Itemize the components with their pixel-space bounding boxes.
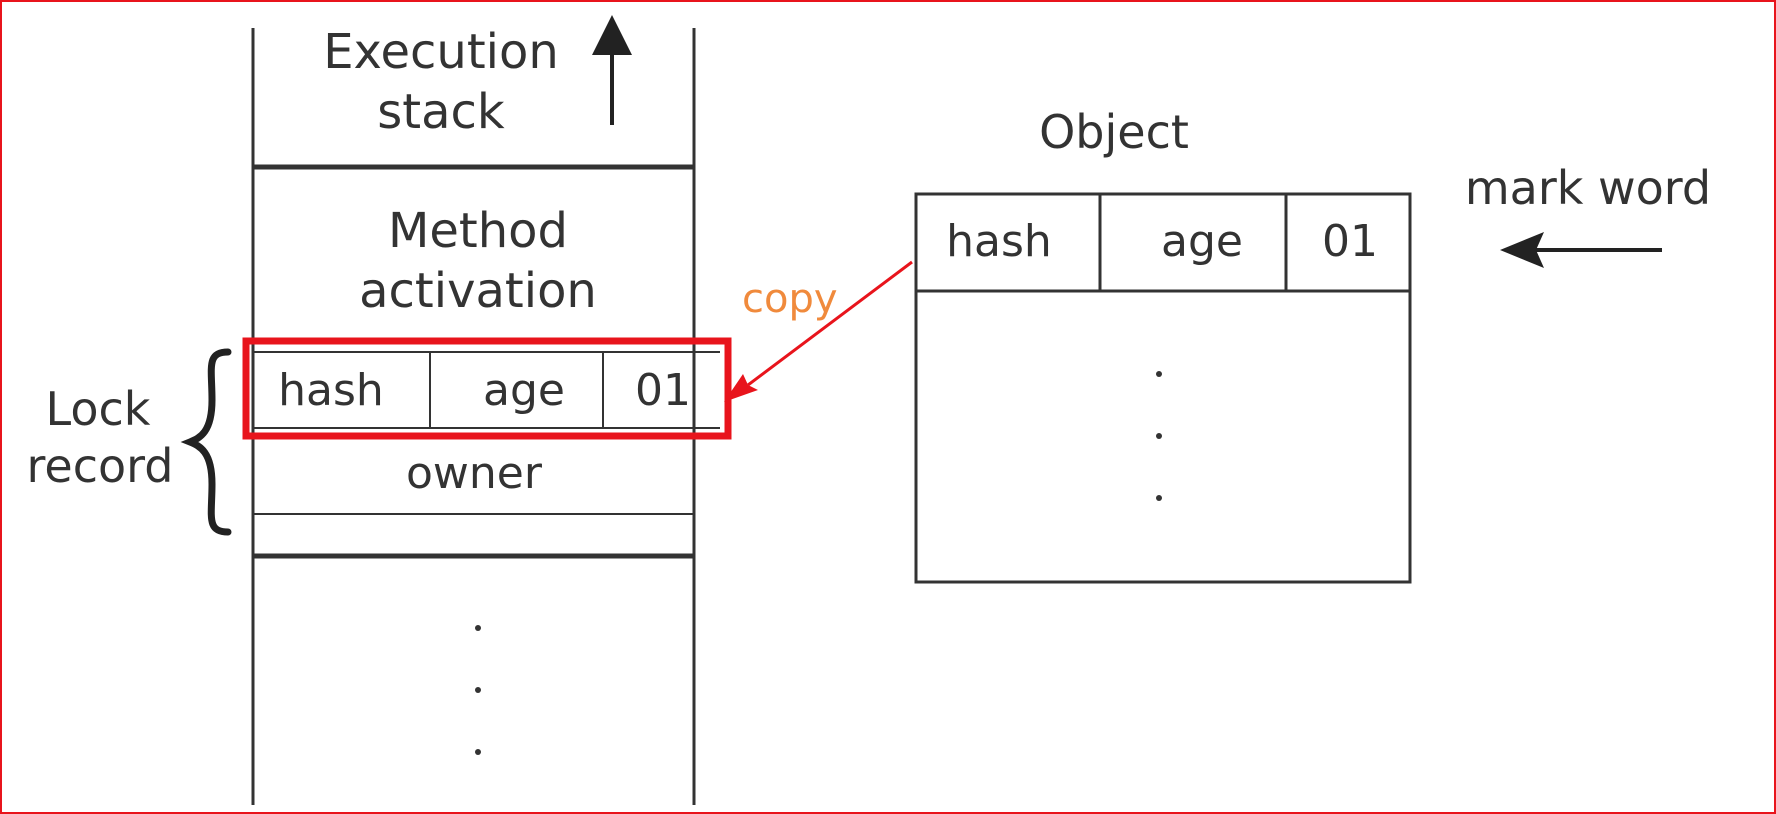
- method-activation-line2: activation: [359, 263, 597, 319]
- object-title: Object: [1039, 105, 1189, 159]
- stack-ellipsis-dot-3: [475, 749, 481, 755]
- lock-record-brace-icon: [190, 352, 228, 532]
- method-activation-line1: Method: [388, 203, 568, 259]
- lock-record-lock-bits: 01: [635, 365, 691, 416]
- object-hash: hash: [946, 216, 1052, 267]
- lock-record-hash: hash: [278, 365, 384, 416]
- object-age: age: [1161, 216, 1243, 267]
- lock-record-label-line1: Lock: [46, 382, 151, 436]
- object-ellipsis-dot-3: [1156, 495, 1162, 501]
- execution-stack: [253, 28, 694, 805]
- execution-stack-title-line1: Execution: [323, 24, 559, 80]
- execution-stack-title-line2: stack: [377, 84, 505, 140]
- lock-record-age: age: [483, 365, 565, 416]
- lock-record-label-line2: record: [27, 439, 174, 493]
- mark-word-label: mark word: [1465, 161, 1711, 215]
- object-lock-bits: 01: [1322, 216, 1378, 267]
- object-ellipsis-dot-2: [1156, 433, 1162, 439]
- stack-ellipsis-dot-1: [475, 625, 481, 631]
- object-ellipsis-dot-1: [1156, 371, 1162, 377]
- stack-ellipsis-dot-2: [475, 687, 481, 693]
- copy-label: copy: [742, 276, 838, 322]
- lock-record-owner: owner: [406, 448, 543, 499]
